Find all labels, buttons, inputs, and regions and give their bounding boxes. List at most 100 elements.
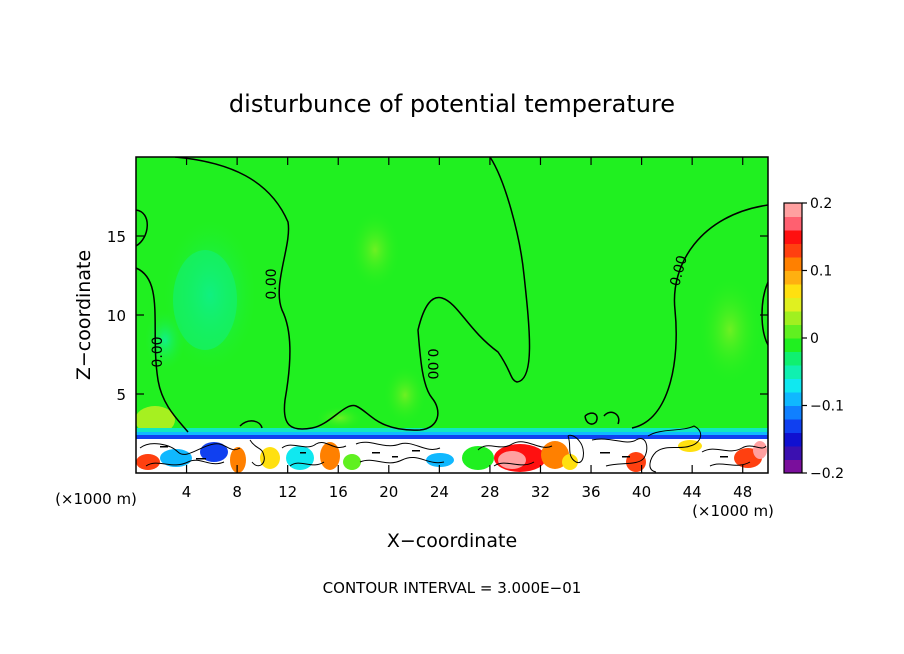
x-tick-label: 36 [581,483,600,501]
x-tick-label: 32 [531,483,550,501]
y-tick-label: 5 [116,386,126,404]
y-tick-label: 15 [107,228,126,246]
contour-line [249,439,265,467]
surface-patch [136,454,160,470]
x-tick-label: 24 [430,483,449,501]
contour-line [709,461,751,467]
surface-patch [160,449,192,467]
contour-line [701,445,767,453]
plot-field: 0.00 0.00 0.00 0.00 [136,157,768,473]
colorbar-swatch [784,311,802,325]
x-tick-label: 8 [232,483,242,501]
y-axis-label: Z−coordinate [73,250,95,380]
x-tick-label: 48 [733,483,752,501]
colorbar-tick-label: −0.2 [810,466,844,482]
surface-patch [230,447,246,473]
boundary-band [136,435,768,439]
contour-line [136,209,148,247]
field-blob-positive [349,210,401,290]
colorbar-tick-label: 0 [810,331,819,347]
contour-line [603,411,620,425]
boundary-band [136,428,768,432]
contour-line [174,157,531,431]
colorbar-swatch [784,284,802,298]
x-tick-label: 28 [480,483,499,501]
colorbar-swatch [784,365,802,379]
contour-line [584,412,598,425]
contour-line [359,457,445,464]
contour-line [567,434,584,464]
colorbar-swatch [784,419,802,433]
contour-line [355,441,441,450]
contour-line [281,442,347,449]
surface-patch [343,454,361,470]
colorbar-swatch [784,432,802,447]
contour-label: 0.00 [264,268,280,299]
y-axis: 5 10 15 [107,228,768,404]
colorbar-swatch [784,243,802,258]
chart-title: disturbunce of potential temperature [229,90,675,118]
contour-line [289,461,325,467]
contour-interval-text: CONTOUR INTERVAL = 3.000E−01 [323,579,582,597]
field-blob-positive [383,365,427,425]
surface-patch [753,441,767,459]
colorbar-swatch [784,392,802,406]
zero-contours [136,157,768,433]
surface-patch [498,451,526,469]
colorbar-tick-label: 0.2 [810,196,832,212]
colorbar-swatch [784,338,802,352]
x-tick-label: 44 [683,483,702,501]
field-blob-positive [316,406,364,430]
contour-label: 0.00 [424,348,440,379]
colorbar-swatch [784,230,802,244]
field-blob-positive [136,406,175,434]
x-unit-right: (×1000 m) [692,502,774,520]
x-unit-left: (×1000 m) [55,490,137,508]
contour-line [136,267,189,433]
contour-label: 0.00 [667,254,691,288]
contour-line [591,438,648,467]
y-tick-label: 10 [107,307,126,325]
contour-label: 0.00 [150,336,166,367]
surface-contours [139,425,767,473]
contour-line [493,461,535,467]
field-blob-negative [173,250,237,350]
x-axis: 4 8 12 16 20 24 28 32 36 40 44 48 [182,157,752,501]
x-tick-label: 20 [379,483,398,501]
colorbar-swatch [784,297,802,312]
x-axis-label: X−coordinate [387,530,517,552]
x-tick-label: 16 [329,483,348,501]
colorbar-swatch [784,270,802,285]
colorbar-swatch [784,324,802,339]
colorbar-swatch [784,216,802,231]
colorbar-swatch [784,378,802,393]
surface-patch [286,446,314,470]
contour-line [647,425,702,473]
colorbar-swatch [784,459,802,474]
colorbar-ticks: 0.2 0.1 0 −0.1 −0.2 [802,196,844,482]
contour-line [145,459,225,467]
contour-line [477,441,553,451]
field-blob-positive [698,275,762,385]
colorbar-tick-label: 0.1 [810,264,832,280]
colorbar-swatch [784,351,802,366]
colorbar [783,202,803,474]
colorbar-tick-label: −0.1 [810,399,844,415]
contour-line [239,420,263,429]
contour-line [631,204,768,429]
x-tick-label: 4 [182,483,192,501]
contour-line [139,443,241,455]
colorbar-swatch [784,446,802,460]
surface-patch [260,447,280,469]
colorbar-swatch [784,203,802,217]
boundary-band [136,432,768,435]
surface-patch [462,446,494,470]
colorbar-swatch [784,405,802,420]
surface-patch [562,454,578,470]
surface-patch [426,453,454,467]
x-tick-label: 40 [632,483,651,501]
colorbar-swatch [784,257,802,271]
x-tick-label: 12 [278,483,297,501]
surface-patch [200,442,228,462]
